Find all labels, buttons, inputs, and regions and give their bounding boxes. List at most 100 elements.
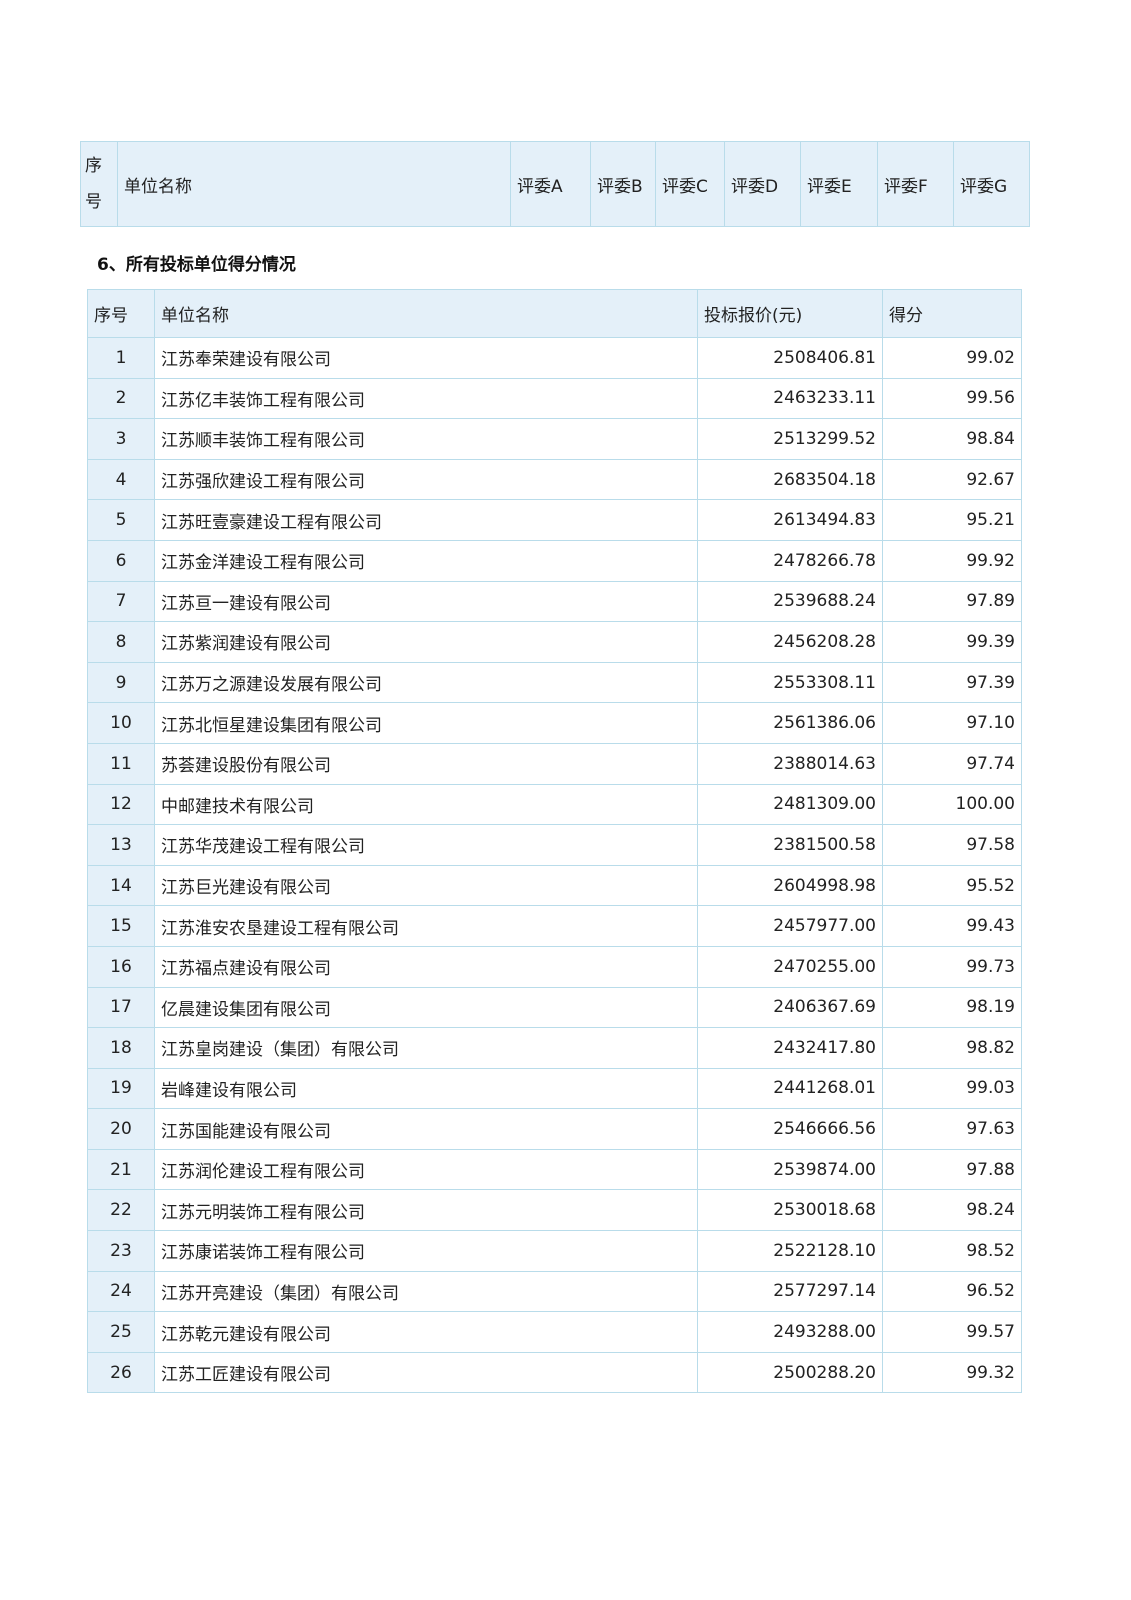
cell-score: 98.24 bbox=[882, 1189, 1022, 1232]
cell-name: 江苏万之源建设发展有限公司 bbox=[154, 661, 698, 704]
cell-name: 江苏旺壹豪建设工程有限公司 bbox=[154, 499, 698, 541]
cell-name: 岩峰建设有限公司 bbox=[154, 1067, 698, 1110]
cell-price: 2530018.68 bbox=[697, 1189, 883, 1232]
cell-seq: 13 bbox=[87, 824, 155, 866]
cell-score: 97.39 bbox=[882, 661, 1022, 704]
table-row: 1 江苏奉荣建设有限公司 2508406.81 99.02 bbox=[87, 337, 1022, 379]
cell-seq: 23 bbox=[87, 1230, 155, 1272]
section-title: 6、所有投标单位得分情况 bbox=[97, 255, 296, 275]
cell-price: 2577297.14 bbox=[697, 1270, 883, 1313]
judges-header-row: 序号 单位名称 评委A 评委B 评委C 评委D 评委E 评委F 评委G bbox=[80, 141, 1030, 227]
cell-score: 99.57 bbox=[882, 1311, 1022, 1353]
judges-table: 序号 单位名称 评委A 评委B 评委C 评委D 评委E 评委F 评委G bbox=[80, 141, 1030, 227]
cell-price: 2493288.00 bbox=[697, 1311, 883, 1353]
cell-score: 99.92 bbox=[882, 539, 1022, 582]
table-row: 8 江苏紫润建设有限公司 2456208.28 99.39 bbox=[87, 621, 1022, 663]
cell-price: 2470255.00 bbox=[697, 945, 883, 988]
cell-name: 江苏北恒星建设集团有限公司 bbox=[154, 702, 698, 744]
cell-seq: 26 bbox=[87, 1351, 155, 1394]
cell-price: 2500288.20 bbox=[697, 1351, 883, 1394]
cell-seq: 12 bbox=[87, 783, 155, 826]
cell-seq: 11 bbox=[87, 742, 155, 785]
cell-price: 2508406.81 bbox=[697, 337, 883, 379]
cell-price: 2457977.00 bbox=[697, 905, 883, 947]
cell-seq: 18 bbox=[87, 1027, 155, 1069]
cell-price: 2546666.56 bbox=[697, 1108, 883, 1150]
cell-name: 江苏顺丰装饰工程有限公司 bbox=[154, 418, 698, 460]
cell-score: 98.84 bbox=[882, 418, 1022, 460]
cell-name: 江苏元明装饰工程有限公司 bbox=[154, 1189, 698, 1232]
cell-name: 江苏亿丰装饰工程有限公司 bbox=[154, 377, 698, 420]
table-row: 24 江苏开亮建设（集团）有限公司 2577297.14 96.52 bbox=[87, 1270, 1022, 1313]
cell-seq: 1 bbox=[87, 337, 155, 379]
cell-seq: 9 bbox=[87, 661, 155, 704]
cell-price: 2388014.63 bbox=[697, 742, 883, 785]
cell-price: 2561386.06 bbox=[697, 702, 883, 744]
scores-table: 序号 单位名称 投标报价(元) 得分 1 江苏奉荣建设有限公司 2508406.81… bbox=[87, 289, 1022, 1394]
cell-score: 95.21 bbox=[882, 499, 1022, 541]
cell-name: 江苏紫润建设有限公司 bbox=[154, 621, 698, 663]
header-price: 投标报价(元) bbox=[697, 289, 883, 338]
cell-seq: 2 bbox=[87, 377, 155, 420]
table-row: 25 江苏乾元建设有限公司 2493288.00 99.57 bbox=[87, 1311, 1022, 1353]
cell-name: 江苏皇岗建设（集团）有限公司 bbox=[154, 1027, 698, 1069]
cell-seq: 15 bbox=[87, 905, 155, 947]
header-judge-a: 评委A bbox=[510, 141, 591, 227]
cell-seq: 14 bbox=[87, 864, 155, 907]
header-seq: 序号 bbox=[87, 289, 155, 338]
cell-price: 2406367.69 bbox=[697, 986, 883, 1029]
cell-price: 2441268.01 bbox=[697, 1067, 883, 1110]
cell-name: 江苏奉荣建设有限公司 bbox=[154, 337, 698, 379]
cell-score: 96.52 bbox=[882, 1270, 1022, 1313]
cell-score: 97.10 bbox=[882, 702, 1022, 744]
cell-seq: 24 bbox=[87, 1270, 155, 1313]
cell-score: 98.82 bbox=[882, 1027, 1022, 1069]
cell-seq: 21 bbox=[87, 1148, 155, 1191]
table-row: 9 江苏万之源建设发展有限公司 2553308.11 97.39 bbox=[87, 661, 1022, 704]
cell-seq: 7 bbox=[87, 580, 155, 623]
cell-score: 99.32 bbox=[882, 1351, 1022, 1394]
table-row: 18 江苏皇岗建设（集团）有限公司 2432417.80 98.82 bbox=[87, 1027, 1022, 1069]
table-row: 12 中邮建技术有限公司 2481309.00 100.00 bbox=[87, 783, 1022, 826]
cell-seq: 5 bbox=[87, 499, 155, 541]
header-judge-e: 评委E bbox=[800, 141, 878, 227]
cell-score: 99.03 bbox=[882, 1067, 1022, 1110]
cell-name: 江苏康诺装饰工程有限公司 bbox=[154, 1230, 698, 1272]
cell-price: 2381500.58 bbox=[697, 824, 883, 866]
cell-seq: 17 bbox=[87, 986, 155, 1029]
cell-score: 99.43 bbox=[882, 905, 1022, 947]
header-judge-d: 评委D bbox=[724, 141, 801, 227]
cell-score: 92.67 bbox=[882, 458, 1022, 501]
header-name: 单位名称 bbox=[154, 289, 698, 338]
cell-name: 江苏开亮建设（集团）有限公司 bbox=[154, 1270, 698, 1313]
cell-name: 江苏国能建设有限公司 bbox=[154, 1108, 698, 1150]
table-row: 17 亿晨建设集团有限公司 2406367.69 98.19 bbox=[87, 986, 1022, 1029]
table-row: 21 江苏润伦建设工程有限公司 2539874.00 97.88 bbox=[87, 1148, 1022, 1191]
table-row: 23 江苏康诺装饰工程有限公司 2522128.10 98.52 bbox=[87, 1230, 1022, 1272]
cell-score: 97.89 bbox=[882, 580, 1022, 623]
table-row: 10 江苏北恒星建设集团有限公司 2561386.06 97.10 bbox=[87, 702, 1022, 744]
cell-name: 江苏福点建设有限公司 bbox=[154, 945, 698, 988]
cell-score: 99.56 bbox=[882, 377, 1022, 420]
cell-score: 98.19 bbox=[882, 986, 1022, 1029]
cell-price: 2539874.00 bbox=[697, 1148, 883, 1191]
cell-name: 亿晨建设集团有限公司 bbox=[154, 986, 698, 1029]
cell-name: 江苏工匠建设有限公司 bbox=[154, 1351, 698, 1394]
table-row: 19 岩峰建设有限公司 2441268.01 99.03 bbox=[87, 1067, 1022, 1110]
cell-price: 2463233.11 bbox=[697, 377, 883, 420]
cell-name: 江苏润伦建设工程有限公司 bbox=[154, 1148, 698, 1191]
cell-name: 江苏亘一建设有限公司 bbox=[154, 580, 698, 623]
table-row: 5 江苏旺壹豪建设工程有限公司 2613494.83 95.21 bbox=[87, 499, 1022, 541]
table-row: 14 江苏巨光建设有限公司 2604998.98 95.52 bbox=[87, 864, 1022, 907]
header-judge-f: 评委F bbox=[877, 141, 954, 227]
cell-name: 江苏淮安农垦建设工程有限公司 bbox=[154, 905, 698, 947]
cell-score: 99.02 bbox=[882, 337, 1022, 379]
cell-seq: 19 bbox=[87, 1067, 155, 1110]
cell-price: 2478266.78 bbox=[697, 539, 883, 582]
cell-score: 97.63 bbox=[882, 1108, 1022, 1150]
cell-seq: 16 bbox=[87, 945, 155, 988]
table-row: 2 江苏亿丰装饰工程有限公司 2463233.11 99.56 bbox=[87, 377, 1022, 420]
header-name: 单位名称 bbox=[117, 141, 511, 227]
cell-score: 99.73 bbox=[882, 945, 1022, 988]
scores-header-row: 序号 单位名称 投标报价(元) 得分 bbox=[87, 289, 1022, 338]
